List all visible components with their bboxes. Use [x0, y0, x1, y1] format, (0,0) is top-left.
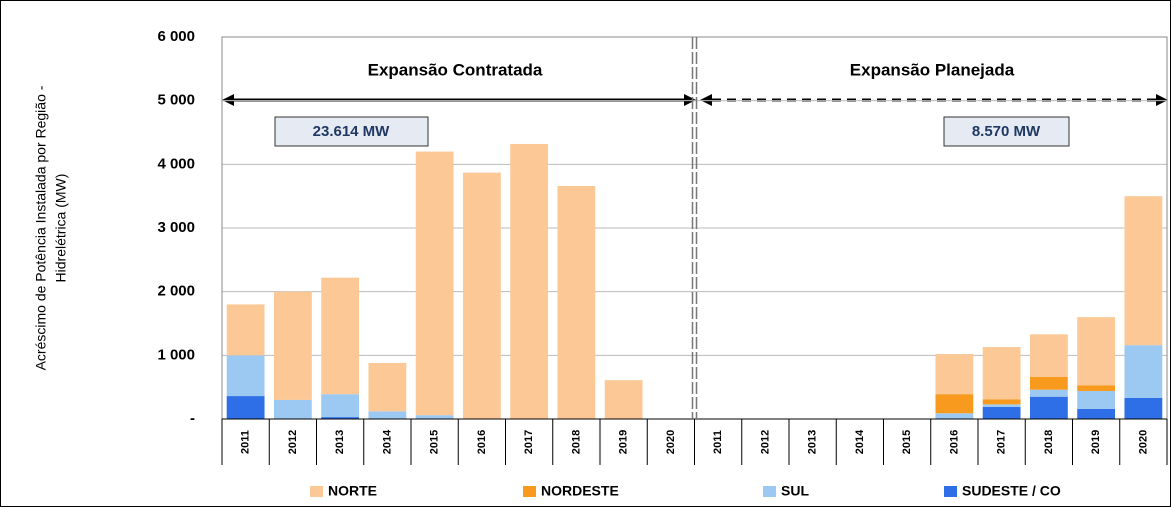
bar-segment [1077, 385, 1116, 391]
bar-segment [1077, 390, 1116, 409]
arrow-head [684, 94, 696, 106]
x-tick-label: 2011 [240, 430, 252, 454]
x-tick-label: 2015 [901, 430, 913, 454]
bar-segment [1029, 334, 1068, 377]
bar-segment [1029, 389, 1068, 397]
annotation: Expansão Contratada [368, 60, 543, 79]
annotation: 8.570 MW [972, 123, 1041, 140]
bar-segment [226, 355, 265, 397]
legend-swatch [523, 486, 536, 497]
x-tick-label: 2011 [712, 430, 724, 454]
x-tick-label: 2013 [807, 430, 819, 454]
bar-segment [462, 172, 501, 419]
legend-label: SUDESTE / CO [962, 483, 1061, 499]
bar-segment [226, 304, 265, 356]
bar-segment [935, 394, 974, 414]
y-axis-label: Hidrelétrica (MW) [53, 174, 69, 283]
bar-segment [1029, 396, 1068, 419]
bar-segment [935, 354, 974, 395]
bar-segment [273, 291, 312, 400]
arrow-head [222, 94, 234, 106]
annotation: 23.614 MW [313, 123, 391, 140]
annotation: Expansão Planejada [850, 60, 1015, 79]
bar-segment [273, 399, 312, 419]
bar-segment [415, 151, 454, 416]
bar-segment [1029, 376, 1068, 390]
y-tick-label: 2 000 [157, 283, 195, 300]
x-tick-label: 2016 [476, 430, 488, 454]
bar-segment [368, 411, 407, 419]
legend-swatch [944, 486, 957, 497]
x-tick-label: 2012 [759, 430, 771, 454]
bar-segment [1124, 397, 1163, 419]
x-tick-label: 2018 [570, 430, 582, 454]
x-tick-label: 2017 [523, 430, 535, 454]
bar-segment [321, 394, 360, 418]
y-tick-label: 3 000 [157, 219, 195, 236]
bar-segment [557, 185, 596, 419]
legend-label: NORTE [328, 483, 377, 499]
legend-label: NORDESTE [541, 483, 619, 499]
legend-swatch [310, 486, 323, 497]
x-tick-label: 2013 [334, 430, 346, 454]
annotation-box [274, 116, 429, 147]
bar-segment [368, 362, 407, 412]
bar-segment [935, 413, 974, 419]
bar-segment [982, 406, 1021, 419]
bar-segment [226, 396, 265, 419]
x-tick-label: 2020 [665, 430, 677, 454]
y-tick-label: - [190, 410, 195, 427]
bar-segment [510, 143, 549, 419]
bar-segment [1077, 317, 1116, 386]
y-tick-label: 6 000 [157, 28, 195, 45]
y-axis-label: Acréscimo de Potência Instalada por Regi… [33, 85, 49, 370]
x-tick-label: 2014 [381, 429, 393, 454]
bar-segment [982, 404, 1021, 407]
bar-segment [321, 277, 360, 395]
bar-segment [321, 417, 360, 419]
x-tick-label: 2014 [854, 429, 866, 454]
x-tick-label: 2012 [287, 430, 299, 454]
annotation-box [943, 116, 1070, 147]
y-tick-label: 1 000 [157, 346, 195, 363]
x-tick-label: 2019 [618, 430, 630, 454]
x-tick-label: 2018 [1043, 430, 1055, 454]
annotations: Expansão Contratada Expansão Planejada 2… [222, 60, 1168, 147]
bar-segment [415, 415, 454, 419]
x-tick-label: 2016 [948, 430, 960, 454]
x-tick-label: 2017 [996, 430, 1008, 454]
bar-segment [982, 399, 1021, 405]
arrow-head [700, 94, 712, 106]
bar-segment [1124, 345, 1163, 398]
y-tick-label: 5 000 [157, 92, 195, 109]
bar-segment [1124, 196, 1163, 346]
bar-segment [982, 347, 1021, 400]
bar-segment [604, 380, 643, 419]
legend-swatch [763, 486, 776, 497]
bar-segment [1077, 408, 1116, 419]
y-tick-label: 4 000 [157, 155, 195, 172]
x-tick-label: 2020 [1137, 430, 1149, 454]
arrow-head [1156, 94, 1168, 106]
x-tick-label: 2019 [1090, 430, 1102, 454]
legend-label: SUL [781, 483, 809, 499]
x-tick-label: 2015 [429, 430, 441, 454]
